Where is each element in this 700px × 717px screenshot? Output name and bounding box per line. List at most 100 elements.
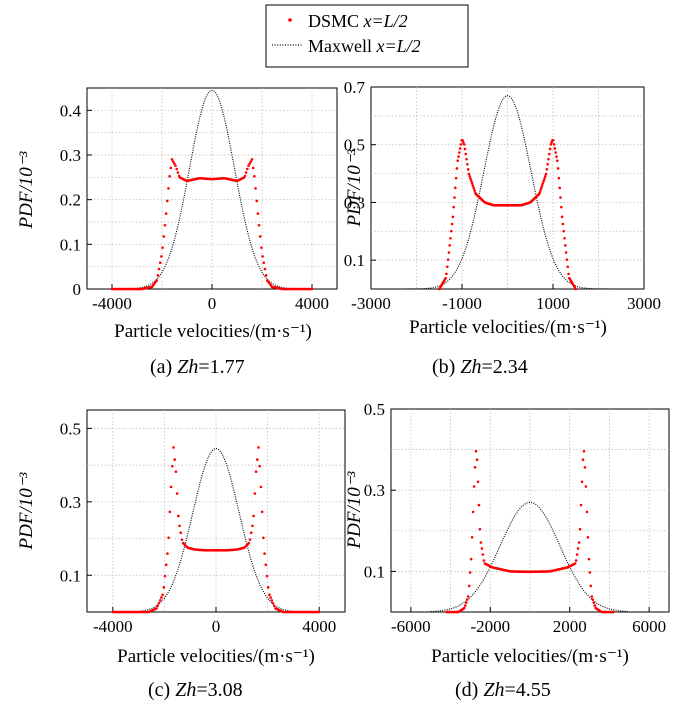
- dsmc-point: [583, 466, 587, 469]
- x-tick-label: -4000: [92, 294, 132, 313]
- dsmc-point: [564, 244, 567, 247]
- dsmc-series: [111, 446, 321, 614]
- dsmc-point: [264, 563, 268, 567]
- dsmc-point: [547, 152, 551, 156]
- dsmc-point: [477, 503, 481, 507]
- dsmc-point: [156, 604, 160, 608]
- dsmc-series: [445, 449, 615, 614]
- caption-param: Zh: [460, 356, 481, 378]
- panel-caption: (d) Zh=4.55: [455, 679, 551, 701]
- dsmc-point: [560, 215, 564, 219]
- dsmc-point: [585, 510, 589, 514]
- dsmc-point: [588, 571, 592, 574]
- dsmc-point: [548, 147, 552, 151]
- dsmc-point: [468, 571, 472, 574]
- dsmc-point: [481, 553, 485, 556]
- dsmc-point: [173, 458, 177, 461]
- x-axis-label: Particle velocities/(m·s⁻¹): [114, 321, 312, 342]
- dsmc-point: [175, 492, 179, 495]
- dsmc-point: [249, 160, 253, 163]
- dsmc-point: [465, 157, 468, 161]
- panel-caption: (b) Zh=2.34: [432, 356, 528, 378]
- y-tick-label: 0.3: [344, 193, 365, 212]
- dsmc-point: [547, 157, 550, 161]
- dsmc-point: [587, 557, 591, 561]
- dsmc-point: [459, 143, 463, 146]
- dsmc-point: [260, 510, 264, 514]
- caption-param: Zh: [175, 679, 196, 701]
- dsmc-point: [453, 196, 456, 199]
- dsmc-point: [478, 527, 482, 531]
- dsmc-point: [466, 595, 470, 598]
- y-tick-label: 0.1: [60, 235, 81, 254]
- dsmc-point: [451, 215, 455, 219]
- dsmc-point: [577, 541, 581, 544]
- dsmc-point: [271, 601, 275, 605]
- dsmc-point: [590, 595, 594, 598]
- y-axis-label: PDF/10⁻³: [344, 471, 365, 549]
- dsmc-point: [475, 458, 479, 462]
- dsmc-point: [269, 596, 272, 599]
- dsmc-point: [470, 536, 474, 539]
- dsmc-point: [591, 598, 595, 601]
- maxwell-series-line: [112, 447, 320, 613]
- dsmc-point: [582, 449, 586, 453]
- dsmc-point: [245, 167, 249, 171]
- dsmc-point: [155, 279, 159, 282]
- dsmc-point: [454, 186, 457, 190]
- dsmc-point: [247, 541, 251, 545]
- plot-frame: [86, 87, 338, 290]
- panel-caption: (c) Zh=3.08: [148, 679, 243, 701]
- x-tick-label: 0: [212, 617, 221, 636]
- dsmc-point: [578, 527, 582, 531]
- dsmc-point: [559, 196, 562, 199]
- dsmc-point: [469, 557, 473, 561]
- dsmc-point: [472, 485, 476, 488]
- dsmc-point: [254, 470, 258, 473]
- dsmc-point: [586, 536, 590, 539]
- dsmc-point: [544, 172, 548, 176]
- caption-prefix: (c): [148, 679, 175, 701]
- dsmc-point: [473, 466, 477, 469]
- dsmc-point: [549, 143, 553, 146]
- y-tick-label: 0.1: [60, 566, 81, 585]
- dsmc-point: [564, 251, 568, 254]
- dsmc-point: [541, 182, 545, 185]
- dsmc-point: [262, 536, 265, 540]
- dsmc-point: [445, 272, 448, 276]
- x-tick-label: 6000: [632, 617, 666, 636]
- caption-param: Zh: [177, 356, 198, 378]
- dsmc-point: [165, 199, 169, 203]
- legend-box: [265, 4, 469, 68]
- panel-d: -6000 -2000 2000 6000 0.1 0.3 0.5 Particle velo…: [344, 400, 670, 701]
- dsmc-point: [254, 187, 257, 190]
- dsmc-point: [553, 147, 557, 150]
- x-tick-label: 0: [208, 294, 217, 313]
- dsmc-point: [446, 258, 450, 261]
- dsmc-point: [476, 480, 480, 484]
- dsmc-point: [467, 172, 471, 176]
- dsmc-point: [252, 514, 255, 518]
- dsmc-point: [471, 510, 475, 514]
- dsmc-point: [163, 574, 167, 578]
- dsmc-point: [160, 255, 163, 258]
- dsmc-point: [250, 158, 254, 161]
- dsmc-point: [157, 267, 161, 271]
- dsmc-point: [166, 552, 169, 555]
- dsmc-point: [567, 272, 570, 276]
- y-tick-label: 0: [73, 280, 82, 299]
- legend-dsmc-label: DSMC x=L/2: [308, 11, 408, 31]
- dsmc-point: [612, 610, 615, 614]
- y-tick-label: 0.7: [344, 78, 366, 97]
- dsmc-point: [457, 155, 460, 158]
- caption-prefix: (a): [150, 356, 177, 378]
- dsmc-point: [566, 265, 570, 269]
- dsmc-point: [156, 274, 160, 277]
- dsmc-point: [561, 222, 565, 226]
- y-tick-label: 0.3: [364, 481, 385, 500]
- dsmc-point: [458, 151, 461, 154]
- dsmc-point: [169, 485, 173, 489]
- dsmc-point: [255, 199, 259, 203]
- panel-c: -4000 0 4000 0.1 0.3 0.5 Particle velocities/(…: [16, 409, 346, 701]
- dsmc-point: [161, 246, 164, 249]
